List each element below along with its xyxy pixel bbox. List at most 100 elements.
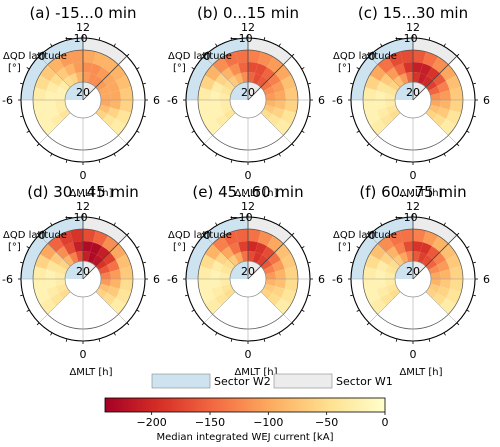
data-cell [198, 87, 212, 100]
data-cell [252, 72, 262, 85]
data-cell [75, 251, 83, 262]
data-cell [198, 279, 212, 292]
data-cell [55, 100, 66, 108]
data-cell [109, 298, 127, 315]
data-cell [102, 56, 119, 74]
axis-tick [472, 115, 476, 118]
data-cell [388, 259, 401, 270]
data-cell [199, 288, 216, 304]
data-cell [394, 63, 406, 76]
mlt-tick-label: 6 [153, 273, 160, 286]
data-cell [428, 104, 441, 114]
data-cell [274, 298, 292, 315]
y-axis-label-unit: [°] [338, 63, 351, 74]
mlt-tick-label: 0 [80, 169, 87, 182]
data-cell [107, 107, 120, 119]
data-cell [33, 87, 47, 100]
mlt-tick-label: -6 [2, 94, 13, 107]
data-cell [204, 243, 222, 260]
data-cell [204, 119, 222, 136]
data-cell [267, 56, 284, 74]
data-cell [363, 87, 377, 100]
data-cell [425, 259, 438, 270]
data-cell [199, 254, 216, 270]
data-cell [212, 235, 229, 253]
colorbar-label: Median integrated WEJ current [kA] [157, 432, 334, 443]
mlt-tick-label: 6 [153, 94, 160, 107]
data-cell [427, 67, 440, 81]
data-cell [375, 269, 386, 279]
axis-tick [142, 294, 146, 297]
axis-tick [98, 159, 101, 163]
data-cell [109, 64, 127, 81]
data-cell [102, 293, 116, 306]
axis-tick [443, 222, 446, 226]
data-cell [422, 75, 433, 88]
data-cell [272, 81, 285, 93]
data-cell [102, 114, 116, 127]
data-cell [394, 242, 406, 255]
axis-tick [301, 130, 305, 133]
x-axis-label: ΔMLT [h] [69, 367, 112, 378]
grid-spoke [38, 291, 71, 324]
data-cell [107, 81, 120, 93]
data-cell [432, 56, 449, 74]
axis-tick [98, 37, 101, 41]
axis-tick [291, 232, 295, 236]
axis-tick [366, 322, 370, 326]
mlt-tick-label: 12 [241, 21, 255, 34]
axis-tick [191, 130, 195, 133]
lat-tick-label: 20 [76, 265, 90, 278]
data-cell [403, 62, 413, 73]
data-cell [95, 288, 108, 299]
data-cell [115, 254, 132, 270]
axis-tick [191, 246, 195, 249]
data-cell [47, 56, 64, 74]
data-cell [275, 279, 286, 289]
x-axis-label: ΔMLT [h] [399, 188, 442, 199]
axis-tick [456, 143, 460, 147]
data-cell [449, 87, 463, 100]
data-cell [385, 92, 396, 100]
data-cell [220, 92, 231, 100]
axis-tick [201, 322, 205, 326]
data-cell [430, 92, 441, 100]
y-axis-label-unit: [°] [338, 242, 351, 253]
data-cell [97, 67, 110, 81]
data-cell [272, 286, 285, 298]
data-cell [363, 279, 377, 292]
data-cell [417, 251, 427, 264]
mlt-tick-label: 12 [76, 200, 90, 213]
axis-tick [98, 216, 101, 220]
data-cell [248, 62, 258, 73]
data-cell [376, 286, 389, 298]
data-cell [92, 230, 108, 247]
data-cell [376, 81, 389, 93]
data-cell [430, 271, 441, 279]
lat-tick-label: 20 [76, 86, 90, 99]
data-cell [437, 286, 450, 298]
data-cell [215, 252, 229, 265]
data-cell [223, 80, 236, 91]
data-cell [445, 288, 462, 304]
data-cell [83, 229, 96, 243]
sector-boundary [247, 55, 293, 101]
grid-spoke [38, 234, 71, 267]
data-cell [58, 259, 71, 270]
axis-tick [466, 67, 470, 70]
data-cell [275, 269, 286, 279]
axis-tick [366, 53, 370, 57]
lat-tick-label: 0 [39, 50, 46, 63]
data-cell [439, 243, 457, 260]
data-cell [405, 72, 413, 83]
lat-tick-label: −10 [394, 211, 417, 224]
data-cell [98, 104, 111, 114]
y-axis-label-unit: [°] [173, 63, 186, 74]
axis-tick [136, 67, 140, 70]
x-axis-label: ΔMLT [h] [234, 367, 277, 378]
data-cell [223, 288, 236, 299]
data-cell [235, 50, 248, 64]
lat-tick-label: −10 [394, 32, 417, 45]
